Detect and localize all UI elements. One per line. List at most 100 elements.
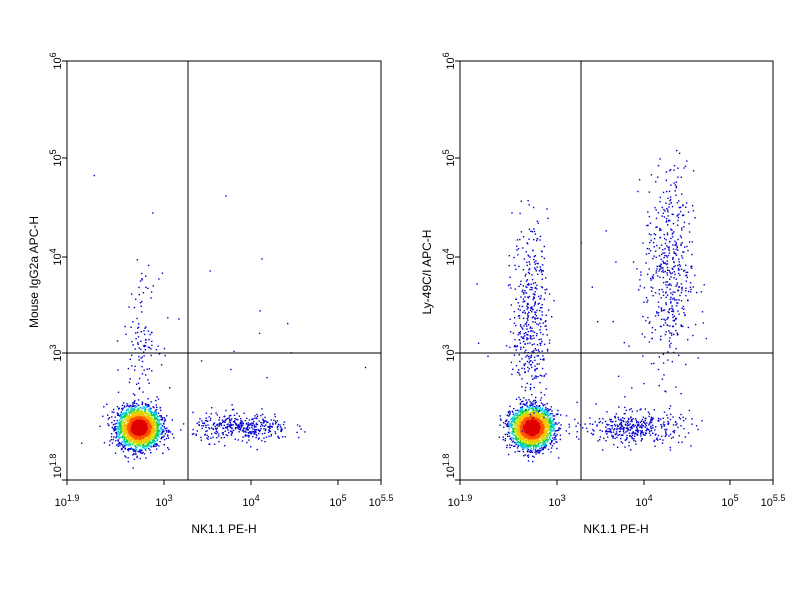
event-dot xyxy=(283,421,286,423)
event-dot xyxy=(159,427,161,430)
event-dot xyxy=(240,420,242,422)
event-dot xyxy=(247,425,249,427)
event-dot xyxy=(504,423,507,425)
event-dot xyxy=(268,430,271,432)
event-dot xyxy=(111,411,113,413)
event-dot xyxy=(139,280,142,282)
event-dot xyxy=(139,387,141,389)
event-dot xyxy=(147,445,149,447)
y-tick-label: 103 xyxy=(48,344,64,361)
event-dot xyxy=(138,422,140,424)
event-dot xyxy=(147,264,150,267)
event-dot xyxy=(519,418,521,421)
event-dot xyxy=(142,451,144,454)
event-dot xyxy=(503,426,505,428)
event-dot xyxy=(151,432,153,435)
event-dot xyxy=(143,406,145,408)
event-dot xyxy=(116,340,119,342)
event-dot xyxy=(130,409,132,412)
event-dot xyxy=(146,420,148,422)
event-dot xyxy=(246,428,249,430)
event-dot xyxy=(123,420,125,422)
event-dot xyxy=(548,409,550,411)
event-dot xyxy=(542,448,544,450)
event-dot xyxy=(225,418,228,420)
event-dot xyxy=(505,419,507,422)
event-dot xyxy=(535,414,538,416)
event-dot xyxy=(153,415,156,418)
event-dot xyxy=(258,437,260,439)
event-dot xyxy=(515,427,517,429)
y-tick-label: 105 xyxy=(48,149,64,166)
event-dot xyxy=(141,449,143,451)
event-dot xyxy=(148,405,150,407)
event-dot xyxy=(136,436,138,439)
event-dot xyxy=(280,429,282,431)
event-dot xyxy=(264,416,266,419)
event-dot xyxy=(544,423,546,425)
event-dot xyxy=(125,423,128,425)
event-dot xyxy=(260,414,262,417)
event-dot xyxy=(514,414,517,416)
event-dot xyxy=(568,423,570,426)
event-dot xyxy=(121,404,124,407)
event-dot xyxy=(547,439,549,441)
event-dot xyxy=(556,447,558,450)
event-dot xyxy=(112,424,115,426)
event-dot xyxy=(207,436,210,438)
event-dot xyxy=(542,410,545,413)
event-dot xyxy=(133,431,136,433)
event-dot xyxy=(519,408,522,410)
event-dot xyxy=(205,412,208,414)
event-dot xyxy=(122,407,124,409)
event-dot xyxy=(136,419,138,421)
event-dot xyxy=(146,432,148,435)
event-dot xyxy=(226,434,229,437)
event-dot xyxy=(143,407,145,410)
event-dot xyxy=(121,425,123,427)
event-dot xyxy=(151,434,153,436)
event-dot xyxy=(115,437,117,439)
event-dot xyxy=(219,416,221,419)
event-dot xyxy=(135,419,137,422)
event-dot xyxy=(546,420,548,422)
event-dot xyxy=(143,333,146,336)
event-dot xyxy=(135,434,137,437)
event-dot xyxy=(508,428,511,430)
event-dot xyxy=(254,430,256,432)
event-dot xyxy=(163,423,165,425)
event-dot xyxy=(122,416,125,418)
event-dot xyxy=(550,451,552,453)
event-dot xyxy=(148,445,151,447)
event-dot xyxy=(173,437,175,439)
event-dot xyxy=(537,409,539,411)
event-dot xyxy=(253,420,255,423)
event-dot xyxy=(140,419,142,421)
event-dot xyxy=(133,410,136,413)
event-dot xyxy=(549,432,552,434)
event-dot xyxy=(154,418,156,420)
event-dot xyxy=(145,406,148,408)
event-dot xyxy=(163,439,166,441)
event-dot xyxy=(107,418,110,420)
event-dot xyxy=(132,441,134,444)
event-dot xyxy=(147,423,150,425)
event-dot xyxy=(265,436,268,438)
event-dot xyxy=(251,424,254,427)
event-dot xyxy=(268,429,270,431)
event-dot xyxy=(117,440,119,442)
event-dot xyxy=(120,429,122,431)
event-dot xyxy=(273,419,275,421)
event-dot xyxy=(135,427,137,429)
event-dot xyxy=(218,423,220,425)
event-dot xyxy=(523,438,525,440)
event-dot xyxy=(118,422,120,425)
event-dot xyxy=(154,430,156,432)
event-dot xyxy=(149,407,152,409)
event-dot xyxy=(207,438,209,440)
event-dot xyxy=(119,425,121,428)
event-dot xyxy=(152,418,154,421)
event-dot xyxy=(147,422,149,424)
event-dot xyxy=(550,441,553,443)
event-dot xyxy=(151,420,153,422)
